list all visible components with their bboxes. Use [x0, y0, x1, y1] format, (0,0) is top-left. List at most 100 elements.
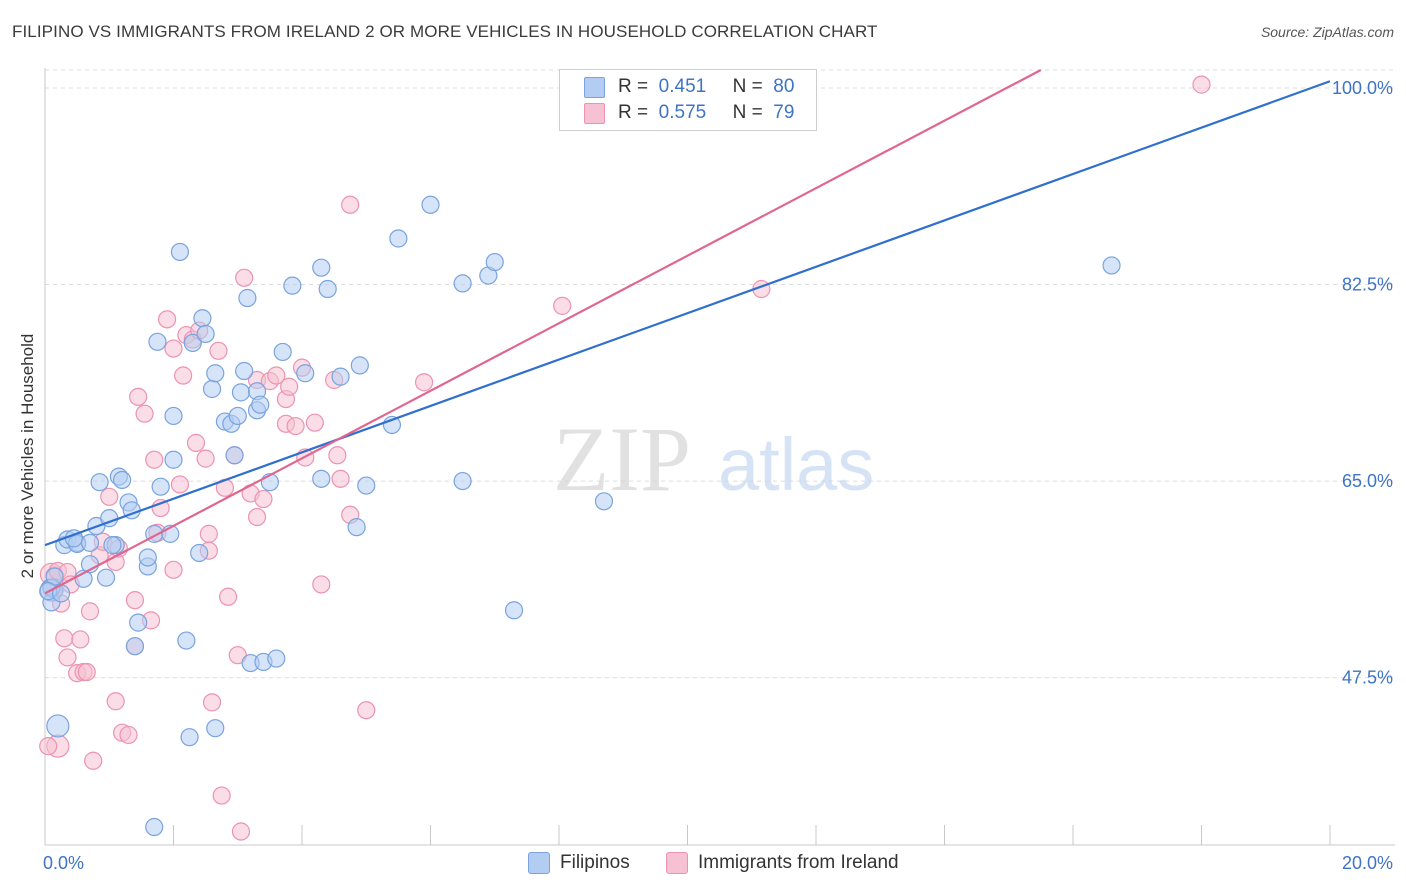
point-filipinos [164, 406, 183, 426]
point-ireland [186, 433, 206, 452]
legend-n-label: N = [732, 102, 763, 123]
point-ireland [157, 310, 177, 329]
legend-r-value: 0.451 [658, 76, 707, 97]
point-filipinos [180, 728, 199, 747]
point-ireland [164, 560, 183, 579]
point-filipinos [80, 533, 100, 552]
point-filipinos [267, 649, 286, 668]
axis-layer [44, 68, 1395, 846]
point-filipinos [202, 379, 222, 399]
point-filipinos [46, 714, 70, 738]
point-filipinos [206, 364, 225, 383]
source-label: Source: ZipAtlas.com [1260, 24, 1394, 40]
point-filipinos [421, 195, 440, 214]
series-filipinos-points [39, 195, 1121, 837]
point-filipinos [235, 361, 254, 381]
point-filipinos [296, 364, 315, 383]
legend-r-label: R = [618, 102, 649, 123]
point-ireland [305, 413, 324, 432]
point-filipinos [225, 446, 244, 465]
point-ireland [199, 524, 218, 543]
y-axis-label: 2 or more Vehicles in Household [18, 334, 37, 579]
x-tick-label: 20.0% [1342, 853, 1393, 873]
point-filipinos [96, 568, 116, 587]
point-ireland [286, 416, 305, 436]
point-ireland [196, 449, 215, 468]
legend-swatch-filipinos [584, 76, 605, 98]
point-ireland [212, 786, 231, 805]
watermark-atlas: atlas [718, 423, 874, 506]
point-ireland [58, 648, 77, 667]
point-filipinos [183, 333, 202, 353]
point-filipinos [145, 817, 164, 837]
bottom-legend-label: Filipinos [560, 852, 630, 873]
y-tick-label: 47.5% [1342, 668, 1393, 688]
legend-swatch-ireland [584, 102, 605, 124]
point-filipinos [125, 637, 145, 656]
point-filipinos [90, 473, 109, 492]
point-filipinos [151, 477, 170, 496]
point-filipinos [453, 274, 472, 293]
watermark-zip: ZIP [553, 408, 691, 510]
point-filipinos [504, 601, 524, 620]
bottom-swatch-ireland [666, 852, 688, 874]
point-ireland [235, 268, 254, 287]
point-filipinos [1102, 256, 1121, 275]
point-filipinos [206, 719, 225, 738]
bottom-legend-label: Immigrants from Ireland [698, 852, 899, 873]
point-filipinos [238, 288, 257, 308]
legend-n-value: 79 [773, 102, 795, 123]
point-filipinos [273, 342, 292, 362]
point-ireland [341, 195, 360, 214]
point-ireland [328, 446, 347, 465]
point-ireland [55, 629, 74, 648]
point-filipinos [312, 469, 331, 488]
bottom-swatch-filipinos [528, 852, 550, 874]
point-ireland [209, 341, 228, 360]
point-ireland [84, 751, 103, 770]
point-ireland [170, 475, 190, 494]
point-filipinos [283, 276, 302, 295]
trendline-ireland [44, 69, 1042, 595]
point-filipinos [357, 476, 376, 495]
point-ireland [414, 373, 434, 392]
point-ireland [1192, 75, 1211, 94]
point-filipinos [350, 356, 369, 375]
legend-r-label: R = [618, 76, 649, 97]
point-ireland [100, 487, 119, 506]
point-ireland [254, 489, 273, 509]
point-ireland [145, 450, 164, 469]
point-ireland [164, 339, 183, 358]
point-ireland [135, 404, 154, 423]
y-tick-label: 100.0% [1332, 78, 1393, 98]
point-ireland [280, 377, 299, 396]
y-tick-label: 82.5% [1342, 275, 1393, 295]
point-ireland [231, 822, 251, 841]
point-ireland [174, 366, 193, 385]
point-filipinos [170, 242, 190, 262]
point-filipinos [190, 543, 209, 563]
bottom-legend-ireland: Immigrants from Ireland [666, 851, 899, 875]
point-ireland [106, 692, 125, 711]
bottom-legend-filipinos: Filipinos [528, 851, 630, 875]
point-filipinos [129, 613, 148, 632]
point-filipinos [196, 324, 215, 344]
point-ireland [129, 387, 148, 406]
point-filipinos [228, 406, 247, 426]
point-ireland [219, 587, 238, 606]
point-filipinos [193, 309, 212, 328]
point-ireland [77, 662, 96, 682]
y-tick-label: 65.0% [1342, 471, 1393, 491]
point-ireland [80, 602, 100, 621]
point-filipinos [112, 470, 132, 490]
watermark: ZIP atlas [553, 408, 874, 510]
legend-n-value: 80 [773, 76, 795, 97]
point-filipinos [347, 518, 366, 537]
point-ireland [202, 693, 222, 712]
point-filipinos [312, 258, 331, 277]
chart-title: FILIPINO VS IMMIGRANTS FROM IRELAND 2 OR… [12, 22, 878, 41]
point-filipinos [103, 536, 122, 555]
point-filipinos [164, 450, 183, 469]
point-filipinos [453, 471, 472, 491]
